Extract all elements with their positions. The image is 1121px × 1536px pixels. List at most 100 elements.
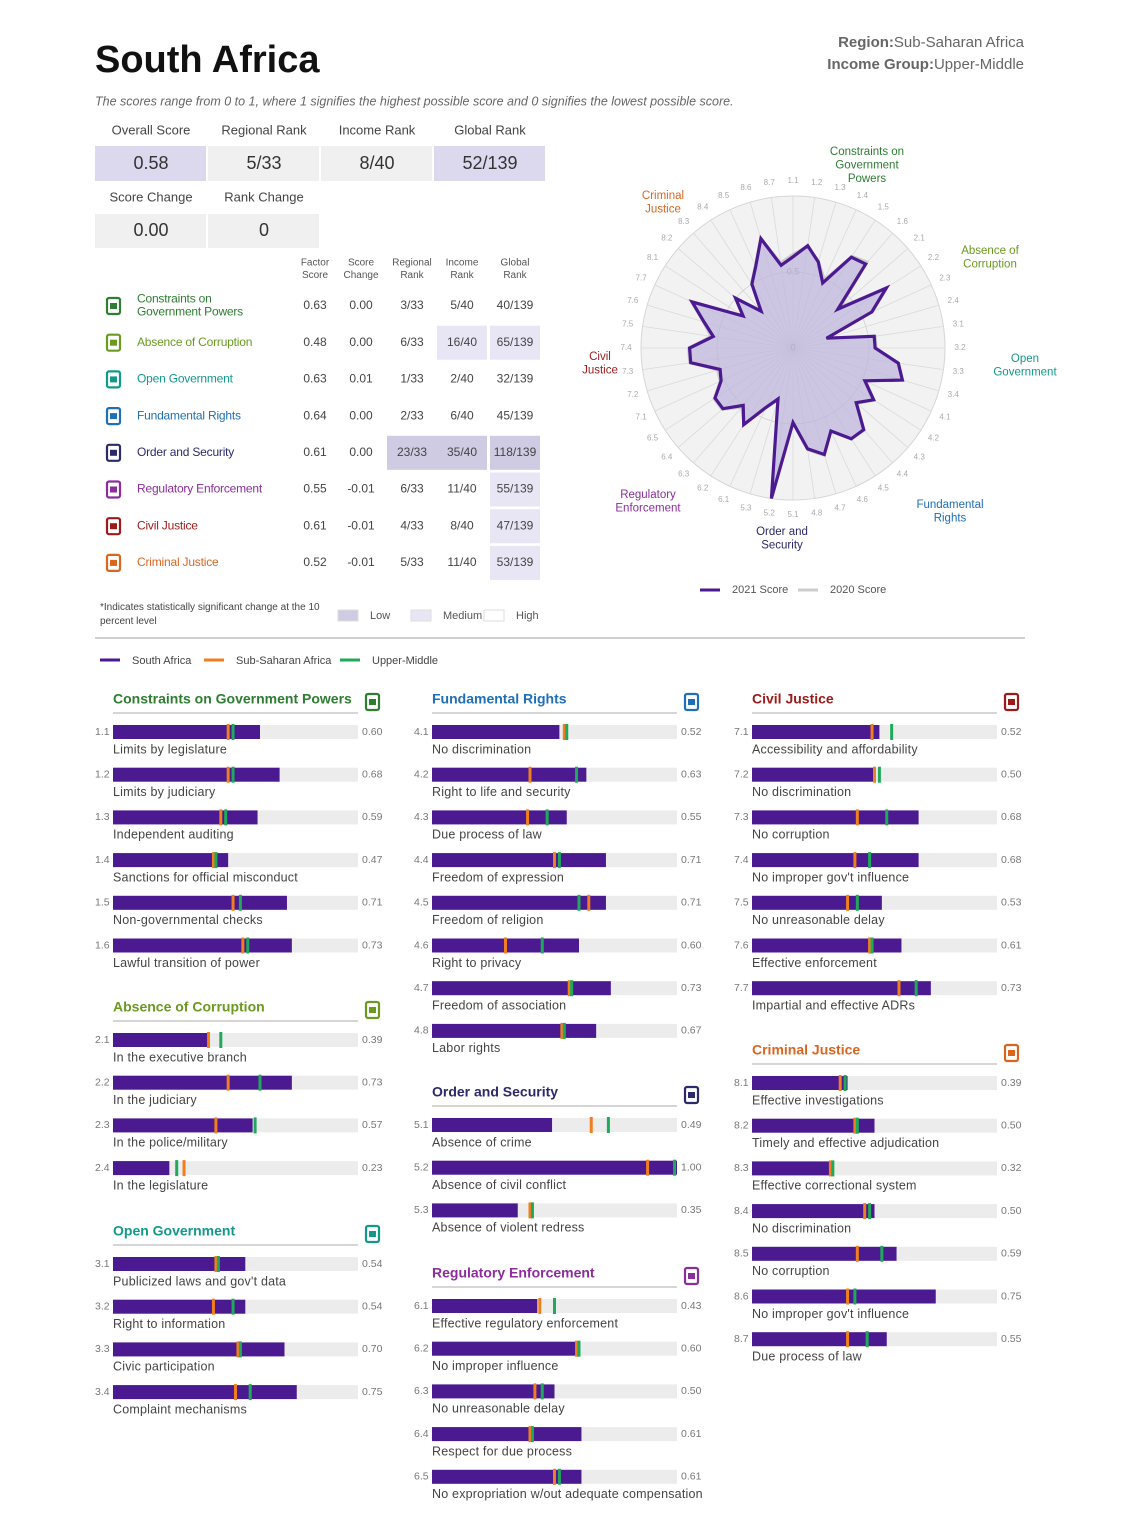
subfactor-value: 0.54 xyxy=(362,1258,383,1270)
subfactor-name: Effective investigations xyxy=(752,1093,884,1107)
income-marker xyxy=(540,1383,544,1400)
subfactor-code: 2.3 xyxy=(95,1119,110,1131)
regional-marker xyxy=(526,809,530,826)
subfactor-value: 0.61 xyxy=(681,1471,702,1483)
table-cell-text: 32/139 xyxy=(497,372,534,386)
subfactor-name: Accessibility and affordability xyxy=(752,742,918,756)
factor-icon xyxy=(105,370,122,389)
subfactor-code: 7.2 xyxy=(734,768,749,780)
table-cell xyxy=(490,472,540,507)
subfactor-code: 4.6 xyxy=(414,939,429,951)
subfactor-value: 0.52 xyxy=(681,726,702,738)
table-cell xyxy=(290,289,340,323)
score-bar xyxy=(113,895,287,910)
summary-label: Regional Rank xyxy=(221,122,307,137)
subfactor-name: Due process of law xyxy=(432,828,543,842)
radar-factor-label: Government xyxy=(993,367,1057,379)
subfactor-value: 0.50 xyxy=(681,1385,702,1397)
table-cell xyxy=(437,545,487,580)
subfactor-value: 0.59 xyxy=(1001,1248,1022,1260)
radar-axis-label: 7.5 xyxy=(622,319,634,328)
radar-factor-label: Order and xyxy=(756,526,808,538)
income-marker xyxy=(843,1075,847,1091)
shading-swatch xyxy=(483,609,505,622)
score-bar xyxy=(432,1384,555,1399)
radar-axis-label: 8.2 xyxy=(661,234,673,243)
subfactor-name: Publicized laws and gov't data xyxy=(113,1274,286,1288)
factor-name: Regulatory Enforcement xyxy=(137,482,263,496)
factor-name: Criminal Justice xyxy=(137,555,219,569)
subfactor-value: 0.55 xyxy=(681,811,702,823)
table-cell-text: 4/33 xyxy=(400,518,424,532)
regional-marker xyxy=(182,1160,186,1177)
factor-icon xyxy=(105,296,122,316)
radar-factor-label: Powers xyxy=(848,173,887,185)
shading-label: Low xyxy=(370,610,390,622)
score-bar xyxy=(432,981,611,996)
radar-axis-label: 8.7 xyxy=(764,178,776,187)
subfactor-value: 0.32 xyxy=(1001,1162,1022,1174)
region-line: Region:Sub-Saharan Africa xyxy=(838,34,1025,51)
radar-axis-label: 4.8 xyxy=(811,508,823,517)
subfactor-name: Labor rights xyxy=(432,1041,500,1055)
panel-title: Civil Justice xyxy=(752,691,834,707)
subfactor-value: 1.00 xyxy=(681,1161,702,1173)
table-cell xyxy=(437,362,487,397)
summary-label: Score Change xyxy=(109,189,192,204)
table-header: Score xyxy=(302,270,329,281)
score-bar xyxy=(432,1299,538,1313)
subfactor-name: Right to information xyxy=(113,1317,225,1331)
factor-icon xyxy=(683,1266,700,1286)
factor-icon-detail xyxy=(688,1092,695,1098)
income-marker xyxy=(868,852,872,869)
subfactor-code: 1.3 xyxy=(95,811,110,823)
subfactor-value: 0.68 xyxy=(362,768,383,780)
subfactor-value: 0.59 xyxy=(362,811,383,823)
factor-name: Civil Justice xyxy=(137,518,198,532)
table-cell xyxy=(290,509,340,544)
radar-factor-label: Regulatory xyxy=(620,489,676,501)
score-bar xyxy=(113,725,260,739)
radar-axis-label: 8.3 xyxy=(678,217,690,226)
income-marker xyxy=(853,1288,857,1305)
table-cell xyxy=(290,435,340,470)
factor-icon-detail xyxy=(369,1007,376,1013)
subfactor-name: In the judiciary xyxy=(113,1093,197,1107)
radar-axis-label: 7.1 xyxy=(636,412,648,421)
bar-track xyxy=(113,1161,358,1176)
factor-icon xyxy=(105,480,122,499)
summary-label: Overall Score xyxy=(112,122,191,137)
regional-marker xyxy=(214,1117,218,1134)
factor-icon-detail xyxy=(110,339,117,346)
subfactor-name: Effective regulatory enforcement xyxy=(432,1316,618,1330)
radar-axis-label: 1.5 xyxy=(878,203,890,212)
subfactor-value: 0.75 xyxy=(1001,1290,1022,1302)
regional-marker xyxy=(567,980,571,997)
score-bar xyxy=(432,810,567,825)
shading-swatch xyxy=(410,609,432,622)
table-cell-text: 5/40 xyxy=(450,298,474,312)
legend-label: South Africa xyxy=(132,655,192,667)
regional-marker xyxy=(553,852,556,869)
score-bar xyxy=(752,1118,875,1133)
radar-axis-label: 2.3 xyxy=(939,274,951,283)
subfactor-value: 0.35 xyxy=(681,1204,702,1216)
radar-axis-label: 6.3 xyxy=(678,469,690,478)
income-marker xyxy=(545,809,549,826)
radar-factor-label: Criminal xyxy=(642,190,684,202)
summary-box xyxy=(434,146,545,181)
table-header: Rank xyxy=(450,270,474,281)
subfactor-code: 6.2 xyxy=(414,1342,429,1354)
income-marker xyxy=(877,766,881,783)
table-cell xyxy=(290,362,340,397)
subfactor-name: Sanctions for official misconduct xyxy=(113,870,298,884)
subfactor-name: No discrimination xyxy=(432,742,531,756)
subfactor-name: Limits by judiciary xyxy=(113,785,216,799)
table-cell-text: 47/139 xyxy=(497,518,534,532)
subfactor-value: 0.47 xyxy=(362,854,383,866)
table-cell-text: 35/40 xyxy=(447,445,477,459)
table-header: Rank xyxy=(400,270,424,281)
radar-axis-label: 3.1 xyxy=(953,319,965,328)
factor-icon xyxy=(105,517,122,536)
